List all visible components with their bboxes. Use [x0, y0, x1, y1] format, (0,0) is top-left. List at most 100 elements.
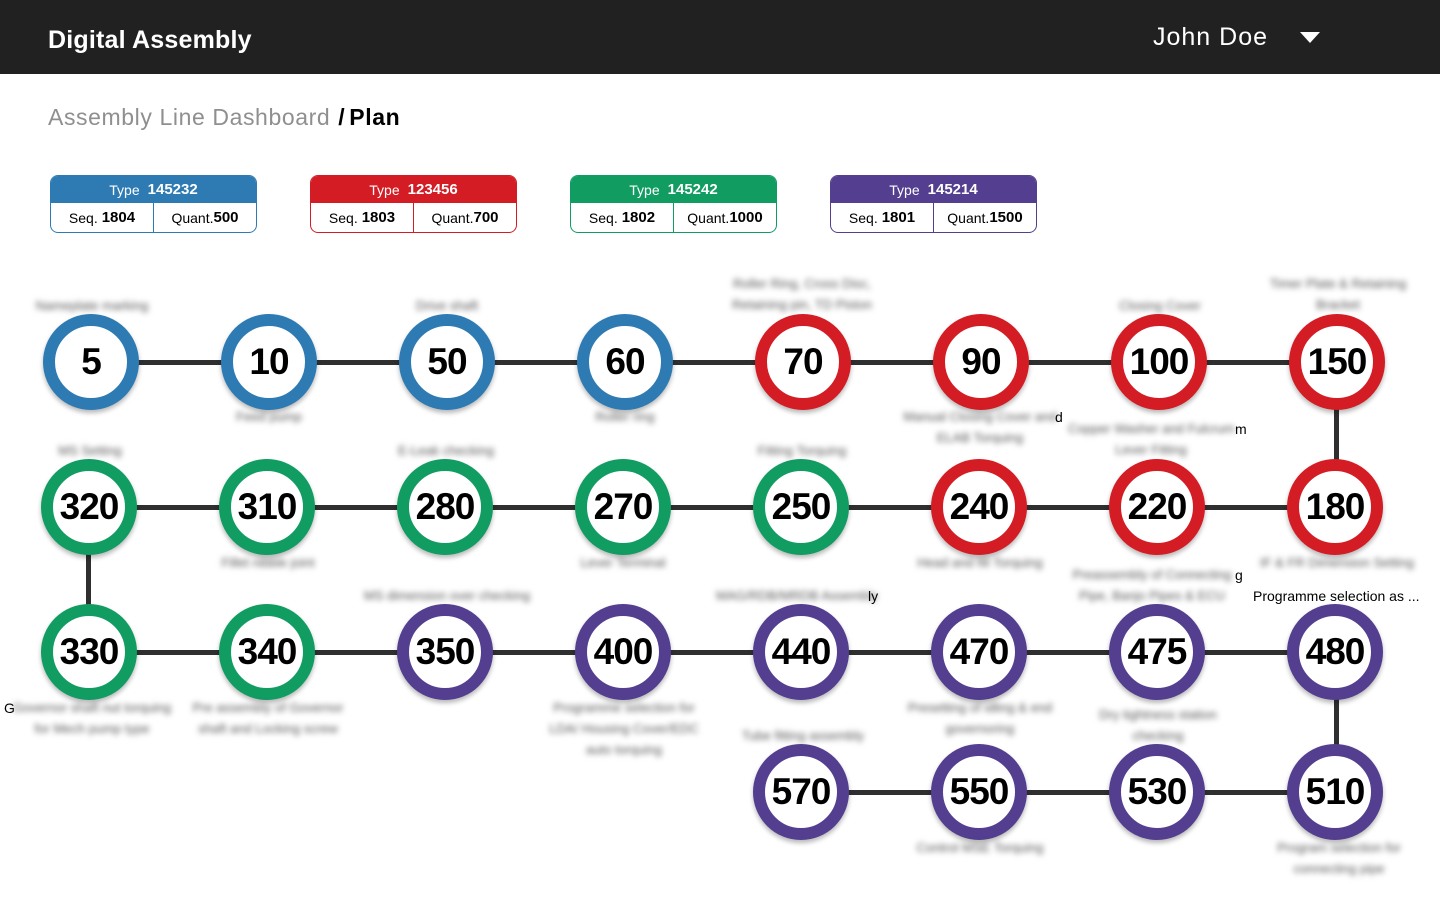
station-320[interactable]: 320	[41, 459, 137, 555]
type-card-145214[interactable]: Type 145214 Seq. 1801 Quant. 1500	[830, 175, 1037, 233]
label-line: Governor shaft nut torquing	[12, 700, 172, 715]
station-530[interactable]: 530	[1109, 744, 1205, 840]
station-220-label-tail: g	[1235, 567, 1243, 583]
station-150[interactable]: 150	[1289, 314, 1385, 410]
station-270[interactable]: 270	[575, 459, 671, 555]
station-340[interactable]: 340	[219, 604, 315, 700]
type-card-header: Type 145242	[571, 176, 776, 203]
station-440-label: MAG/RDB/MRDB Assembly	[716, 588, 878, 603]
connector-row-2	[89, 505, 1337, 510]
station-330-label: Governor shaft nut torquing for Mech pump…	[8, 697, 176, 739]
station-100[interactable]: 100	[1111, 314, 1207, 410]
station-70-label: Roller Ring, Cross Disc, Retaining pin, T…	[724, 273, 880, 315]
type-card-145242[interactable]: Type 145242 Seq. 1802 Quant. 1000	[570, 175, 777, 233]
station-250-label: Fitting Torquing	[757, 443, 847, 458]
station-240[interactable]: 240	[931, 459, 1027, 555]
station-number: 90	[961, 341, 1001, 382]
seq-value: 1804	[101, 209, 136, 226]
station-number: 400	[593, 631, 654, 672]
connector-150-180	[1334, 362, 1339, 507]
type-label: Type	[629, 181, 660, 198]
station-440-label-tail: ly	[868, 588, 879, 604]
label-line: Presetting of idling & end	[907, 700, 1053, 715]
station-number: 475	[1127, 631, 1188, 672]
station-440[interactable]: 440	[753, 604, 849, 700]
breadcrumb-current-page: Plan	[349, 104, 401, 130]
sequence-cell: Seq. 1801	[831, 203, 933, 232]
breadcrumb-separator: /	[338, 104, 346, 130]
station-400-label: Programme selection for LDA/ Housing Cove…	[544, 697, 704, 760]
station-number: 50	[427, 341, 467, 382]
station-number: 510	[1305, 771, 1366, 812]
connector-row-1	[91, 360, 1337, 365]
station-220-label: Preassembly of Connecting Pipe, Banjo Pip…	[1068, 564, 1236, 606]
station-50[interactable]: 50	[399, 314, 495, 410]
sequence-cell: Seq. 1802	[571, 203, 673, 232]
label-line: governoring	[945, 721, 1015, 736]
label-line: Pipe, Banjo Pipes & ECU	[1079, 588, 1225, 603]
label-line: Bracket	[1315, 297, 1361, 312]
station-550[interactable]: 550	[931, 744, 1027, 840]
station-60-label: Roller ring	[595, 409, 655, 424]
station-number: 10	[249, 341, 289, 382]
label-line: ELAB Torquing	[936, 430, 1024, 445]
station-5[interactable]: 5	[43, 314, 139, 410]
type-card-145232[interactable]: Type 145232 Seq. 1804 Quant. 500	[50, 175, 257, 233]
station-number: 530	[1127, 771, 1188, 812]
quant-value: 700	[473, 209, 499, 226]
station-number: 310	[237, 486, 298, 527]
station-100-label: Closing Cover	[1119, 298, 1201, 313]
station-90-label: Manual Closing Cover and ELAB Torquing	[896, 406, 1064, 448]
station-320-label: MS Setting	[58, 443, 122, 458]
station-470[interactable]: 470	[931, 604, 1027, 700]
station-number: 470	[949, 631, 1010, 672]
station-90-label-tail: d	[1055, 409, 1063, 425]
label-line: Preassembly of Connecting	[1072, 567, 1232, 582]
seq-label: Seq.	[848, 209, 878, 226]
station-550-label: Control MSE Torquing	[916, 840, 1044, 855]
station-number: 180	[1305, 486, 1366, 527]
station-number: 330	[59, 631, 120, 672]
station-330[interactable]: 330	[41, 604, 137, 700]
station-number: 320	[59, 486, 120, 527]
station-480[interactable]: 480	[1287, 604, 1383, 700]
station-310[interactable]: 310	[219, 459, 315, 555]
station-475[interactable]: 475	[1109, 604, 1205, 700]
station-number: 70	[783, 341, 823, 382]
quantity-cell: Quant. 1500	[933, 203, 1036, 232]
station-180[interactable]: 180	[1287, 459, 1383, 555]
station-90[interactable]: 90	[933, 314, 1029, 410]
station-280-label: E-Leak checking	[397, 443, 495, 458]
type-label: Type	[109, 181, 140, 198]
station-570[interactable]: 570	[753, 744, 849, 840]
station-400[interactable]: 400	[575, 604, 671, 700]
caret-down-icon[interactable]	[1300, 31, 1321, 43]
station-510[interactable]: 510	[1287, 744, 1383, 840]
station-330-label-head: G	[4, 700, 15, 716]
station-number: 60	[605, 341, 645, 382]
breadcrumb-dashboard-link[interactable]: Assembly Line Dashboard	[48, 104, 331, 130]
quant-label: Quant.	[171, 209, 214, 226]
station-70[interactable]: 70	[755, 314, 851, 410]
type-value: 145214	[927, 181, 978, 198]
type-card-123456[interactable]: Type 123456 Seq. 1803 Quant. 700	[310, 175, 517, 233]
app-title: Digital Assembly	[48, 26, 252, 54]
station-350-label: MS dimension over checking	[363, 588, 531, 603]
quantity-cell: Quant. 1000	[673, 203, 776, 232]
station-number: 570	[771, 771, 832, 812]
station-60[interactable]: 60	[577, 314, 673, 410]
station-number: 100	[1129, 341, 1190, 382]
station-number: 220	[1127, 486, 1188, 527]
quantity-cell: Quant. 500	[153, 203, 256, 232]
station-10[interactable]: 10	[221, 314, 317, 410]
user-menu[interactable]: John Doe	[1153, 20, 1321, 54]
quant-value: 500	[213, 209, 239, 226]
seq-value: 1803	[361, 209, 396, 226]
type-value: 145232	[147, 181, 198, 198]
station-250[interactable]: 250	[753, 459, 849, 555]
seq-value: 1802	[621, 209, 656, 226]
station-220[interactable]: 220	[1109, 459, 1205, 555]
station-350[interactable]: 350	[397, 604, 493, 700]
station-280[interactable]: 280	[397, 459, 493, 555]
station-number: 240	[949, 486, 1010, 527]
